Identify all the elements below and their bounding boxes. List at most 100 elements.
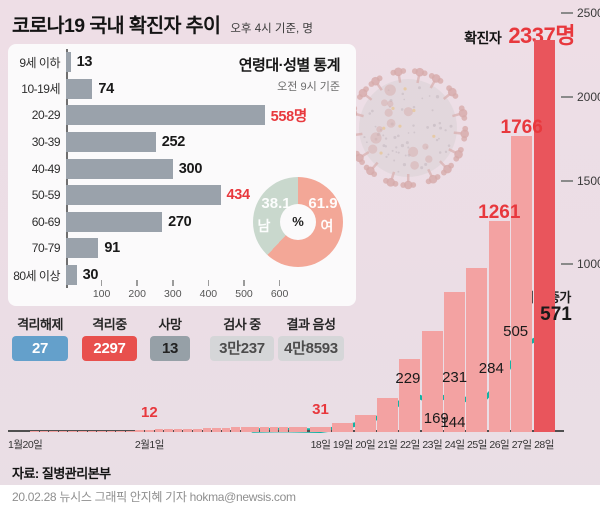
x-date-label: 24일 <box>444 439 465 451</box>
daily-bar <box>377 397 399 432</box>
age-bar <box>66 238 99 259</box>
tick-number: 1500 <box>577 173 600 188</box>
line-value-label: 169 <box>423 409 449 427</box>
age-row-label: 10-19세 <box>21 82 60 97</box>
panel-header: 연령대·성별 통계 오전 9시 기준 <box>238 54 341 94</box>
source-note: 자료: 질병관리본부 <box>12 466 111 481</box>
status-box-light: 3만237 <box>210 336 274 361</box>
age-row: 30-39 252 <box>11 129 311 156</box>
x-date-label: 23일 <box>422 439 443 451</box>
x-date-label: 28일 <box>534 439 554 451</box>
age-row-value: 13 <box>76 54 93 71</box>
early-bar <box>260 427 269 432</box>
age-row-label: 70-79 <box>31 241 61 256</box>
status-box-dark: 13 <box>150 336 190 361</box>
age-row-value: 558명 <box>270 108 308 125</box>
status-label: 격리중 <box>92 317 127 332</box>
daily-bar <box>332 423 354 432</box>
line-value-label: 284 <box>478 360 504 378</box>
line-value-label: 505 <box>503 323 529 341</box>
tick-number: 100 <box>92 288 111 300</box>
tick-mark <box>278 280 281 286</box>
bar-value-label: 12 <box>141 403 158 421</box>
x-date-label: 25일 <box>467 439 487 451</box>
donut-center-label: % <box>292 214 304 229</box>
age-axis-tick: 100 <box>90 280 114 300</box>
age-gender-panel: 연령대·성별 통계 오전 9시 기준 9세 이하 13 10-19세 74 20-29 5… <box>8 44 356 306</box>
age-row-value: 30 <box>82 267 99 284</box>
tick-mark <box>243 280 245 286</box>
x-date-label: 21일 <box>377 439 398 451</box>
age-row-value: 300 <box>178 160 203 177</box>
credit-strip: 20.02.28 뉴시스 그래픽 안지혜 기자 hokma@newsis.com <box>0 485 600 507</box>
y-axis-tick: 1000 <box>561 257 600 271</box>
age-row: 9세 이하 13 <box>11 49 311 76</box>
daily-bar <box>399 359 421 432</box>
coronavirus-illustration <box>347 67 470 190</box>
age-row-value: 252 <box>161 134 186 151</box>
page-subtitle: 오후 4시 기준, 명 <box>230 23 313 35</box>
early-bar <box>135 430 145 432</box>
early-bar <box>173 429 183 432</box>
page-title: 코로나19 국내 확진자 추이 <box>12 15 221 37</box>
line-value-label: 229 <box>395 369 421 387</box>
tick-dash <box>561 263 573 266</box>
age-axis-tick: 200 <box>125 280 149 300</box>
status-box-light: 4만8593 <box>278 336 344 361</box>
early-bar <box>58 430 68 432</box>
status-label: 격리해제 <box>17 317 63 332</box>
age-row: 20-29 558명 <box>11 102 311 129</box>
line-value-label: 144 <box>440 413 466 431</box>
tick-mark <box>136 280 138 286</box>
age-bar <box>66 211 163 232</box>
confirmed-label: 확진자 <box>464 30 502 46</box>
panel-subtitle: 오전 9시 기준 <box>277 81 340 93</box>
age-row: 10-19세 74 <box>11 76 311 103</box>
age-bar <box>66 185 221 206</box>
tick-number: 2000 <box>577 89 600 104</box>
early-bar <box>183 428 193 432</box>
early-bar <box>39 430 49 432</box>
age-row-value: 74 <box>98 80 114 97</box>
age-row-label: 40-49 <box>31 161 61 176</box>
x-date-label: 19일 <box>332 439 353 451</box>
age-bar <box>66 78 93 99</box>
tick-mark <box>100 280 103 286</box>
female-label: 여 <box>320 218 334 234</box>
early-bar <box>298 426 308 432</box>
age-bar <box>66 265 77 286</box>
tick-number: 2500 <box>577 6 600 20</box>
tick-number: 300 <box>164 288 182 300</box>
early-bar <box>192 428 202 432</box>
early-bar <box>231 427 240 432</box>
age-axis-tick: 600 <box>268 280 292 300</box>
early-bar <box>154 429 164 432</box>
early-bar <box>212 427 221 432</box>
status-box-red: 2297 <box>82 336 137 361</box>
early-bar <box>68 430 78 432</box>
early-bar <box>145 429 154 432</box>
x-date-label: 2월1일 <box>134 439 165 451</box>
early-bar <box>221 427 231 432</box>
early-bar <box>202 428 212 432</box>
y-axis-tick: 1500 <box>561 174 600 188</box>
early-bar <box>49 430 58 432</box>
age-row: 40-49 300 <box>11 155 311 182</box>
status-label: 결과 음성 <box>286 317 336 332</box>
page-header: 코로나19 국내 확진자 추이 오후 4시 기준, 명 <box>12 9 313 38</box>
early-bar <box>164 429 173 432</box>
early-bar <box>87 430 97 432</box>
status-label: 검사 중 <box>223 317 261 332</box>
x-date-label: 20일 <box>355 439 376 451</box>
daily-bar <box>354 414 376 432</box>
confirmed-total-headline: 확진자 2337명 <box>464 18 575 50</box>
panel-title: 연령대·성별 통계 <box>238 57 341 74</box>
early-bar <box>279 427 288 432</box>
y-axis-tick: 2000 <box>561 90 600 104</box>
credit-line: 20.02.28 뉴시스 그래픽 안지혜 기자 hokma@newsis.com <box>12 490 296 504</box>
early-bar <box>97 430 106 432</box>
age-row-label: 20-29 <box>31 108 61 123</box>
early-bar <box>116 430 125 432</box>
age-row-value: 270 <box>168 213 192 230</box>
